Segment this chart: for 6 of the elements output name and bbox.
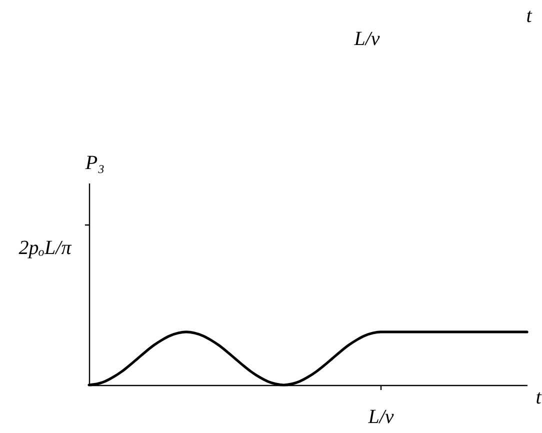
text: L/ν <box>367 406 394 428</box>
text: L/ν <box>353 28 380 50</box>
text: 2pₒL/π <box>18 237 72 259</box>
x-axis-title: t <box>536 386 542 408</box>
text: P₃ <box>84 152 105 174</box>
text: t <box>526 5 532 27</box>
